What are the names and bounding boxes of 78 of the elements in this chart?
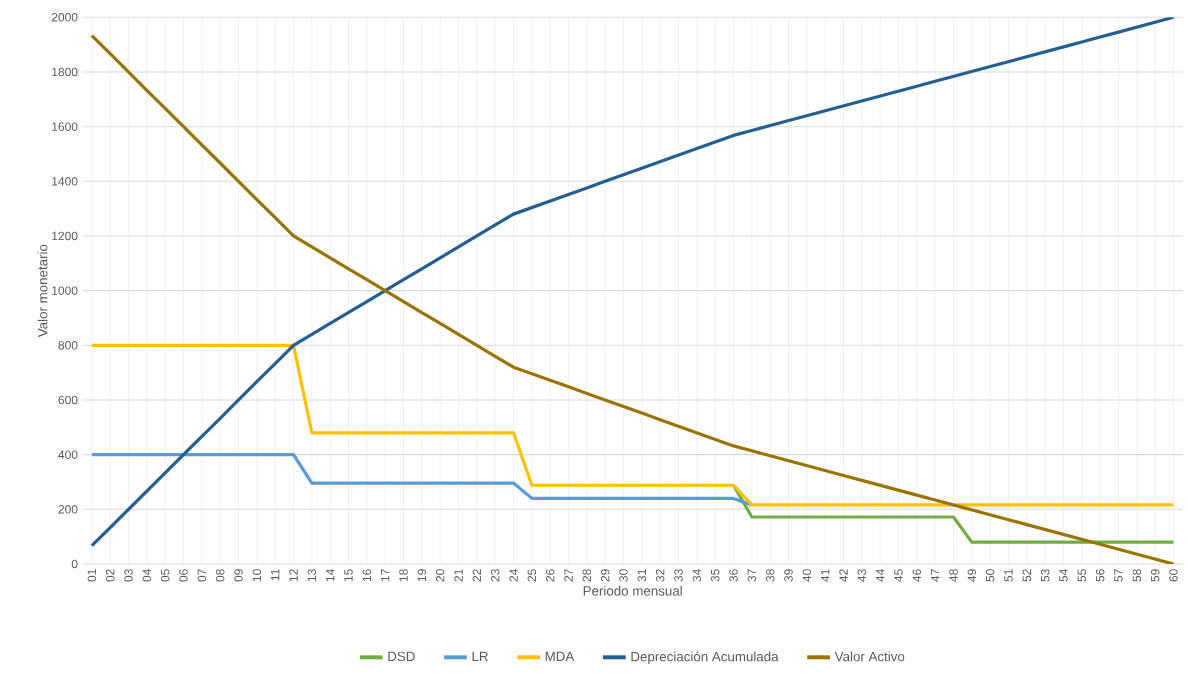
legend-label: MDA bbox=[545, 651, 575, 661]
x-tick-label: 02 bbox=[105, 569, 115, 582]
x-tick-label: 60 bbox=[1169, 569, 1178, 582]
x-tick-label: 52 bbox=[1022, 569, 1032, 582]
y-tick-label: 600 bbox=[58, 395, 78, 405]
x-tick-label: 57 bbox=[1114, 569, 1123, 582]
x-tick-label: 43 bbox=[857, 569, 867, 582]
x-axis-title: Periodo mensual bbox=[583, 585, 682, 596]
legend-label: LR bbox=[472, 651, 488, 661]
x-tick-label: 08 bbox=[215, 569, 225, 582]
x-tick-label: 48 bbox=[949, 569, 958, 582]
x-tick-label: 05 bbox=[160, 569, 170, 582]
y-tick-label: 0 bbox=[71, 559, 78, 569]
x-tick-label: 54 bbox=[1059, 569, 1068, 582]
x-tick-label: 49 bbox=[967, 569, 977, 582]
x-tick-label: 45 bbox=[894, 569, 903, 582]
y-tick-label: 1400 bbox=[52, 177, 78, 186]
x-tick-label: 56 bbox=[1095, 569, 1105, 582]
x-tick-label: 34 bbox=[692, 569, 702, 582]
y-tick-label: 200 bbox=[58, 505, 78, 514]
x-tick-label: 37 bbox=[747, 569, 757, 582]
x-tick-label: 44 bbox=[876, 569, 885, 582]
x-tick-label: 30 bbox=[619, 569, 628, 582]
x-tick-label: 18 bbox=[399, 569, 408, 582]
x-tick-label: 17 bbox=[381, 569, 390, 582]
x-tick-label: 58 bbox=[1132, 569, 1142, 582]
x-tick-label: 35 bbox=[710, 569, 720, 582]
x-tick-label: 19 bbox=[417, 569, 427, 582]
x-tick-label: 51 bbox=[1004, 569, 1013, 582]
legend-label: DSD bbox=[388, 651, 415, 662]
x-tick-label: 21 bbox=[454, 569, 463, 582]
x-tick-label: 50 bbox=[985, 569, 995, 582]
x-tick-label: 31 bbox=[637, 569, 647, 582]
x-tick-label: 28 bbox=[582, 569, 592, 582]
y-tick-label: 400 bbox=[58, 450, 78, 459]
x-tick-label: 27 bbox=[564, 569, 573, 582]
y-tick-label: 1000 bbox=[52, 286, 78, 295]
legend-label: Valor Activo bbox=[834, 651, 905, 662]
y-axis-title: Valor monetario bbox=[37, 244, 48, 338]
x-tick-label: 53 bbox=[1040, 569, 1050, 582]
x-tick-label: 32 bbox=[655, 569, 665, 582]
x-tick-label: 55 bbox=[1077, 569, 1087, 582]
x-tick-label: 26 bbox=[545, 569, 555, 582]
x-tick-label: 01 bbox=[87, 569, 97, 582]
x-tick-label: 13 bbox=[307, 569, 317, 582]
x-tick-label: 03 bbox=[124, 569, 133, 582]
x-tick-label: 24 bbox=[509, 569, 518, 582]
x-tick-label: 47 bbox=[931, 569, 940, 582]
y-tick-label: 2000 bbox=[51, 13, 78, 22]
x-tick-label: 42 bbox=[839, 569, 848, 582]
x-tick-label: 16 bbox=[362, 569, 372, 582]
x-tick-label: 46 bbox=[912, 569, 922, 582]
x-tick-label: 07 bbox=[197, 569, 207, 582]
x-tick-label: 29 bbox=[600, 569, 610, 582]
x-tick-label: 11 bbox=[271, 569, 280, 581]
x-tick-label: 06 bbox=[179, 569, 188, 582]
y-tick-label: 800 bbox=[58, 341, 78, 350]
x-tick-label: 23 bbox=[490, 569, 500, 582]
x-tick-label: 41 bbox=[821, 569, 830, 582]
x-tick-label: 04 bbox=[142, 569, 152, 582]
x-tick-label: 59 bbox=[1150, 569, 1160, 582]
x-tick-label: 38 bbox=[765, 569, 775, 582]
y-tick-label: 1600 bbox=[52, 122, 78, 131]
x-tick-label: 33 bbox=[674, 569, 683, 582]
x-tick-label: 10 bbox=[252, 569, 262, 582]
y-tick-label: 1800 bbox=[52, 67, 78, 77]
x-tick-label: 40 bbox=[802, 569, 812, 582]
x-tick-label: 22 bbox=[472, 569, 482, 582]
legend-label: Depreciación Acumulada bbox=[631, 651, 779, 664]
x-tick-label: 20 bbox=[435, 569, 445, 582]
x-tick-label: 25 bbox=[527, 569, 537, 582]
x-tick-label: 15 bbox=[344, 569, 353, 582]
x-tick-label: 39 bbox=[784, 569, 793, 582]
x-tick-label: 09 bbox=[234, 569, 243, 582]
x-tick-label: 36 bbox=[729, 569, 738, 582]
y-tick-label: 1200 bbox=[52, 231, 78, 241]
x-tick-label: 12 bbox=[289, 569, 298, 582]
x-tick-label: 14 bbox=[326, 569, 335, 582]
